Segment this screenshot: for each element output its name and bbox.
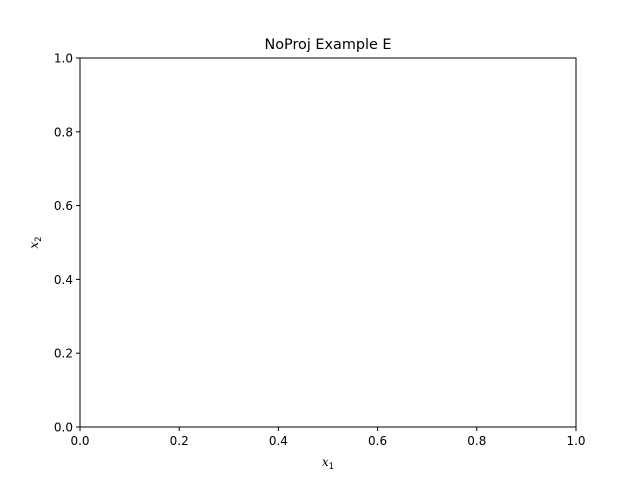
ticks: 0.0 0.2 0.4 0.6 0.8 1.0 0.0 0.2 0.4 0.6 0.8 1.0 [54, 52, 586, 449]
y-tick-label: 0.6 [54, 199, 73, 213]
y-tick-label: 0.4 [54, 273, 73, 287]
y-tick-label: 0.0 [54, 421, 73, 435]
y-tick-label: 1.0 [54, 52, 73, 66]
y-axis-label-base: x [27, 242, 41, 249]
x-tick-label: 0.2 [170, 434, 189, 448]
plot-frame [79, 57, 577, 428]
plot-area [80, 58, 576, 427]
x-axis-label-base: x [322, 455, 329, 469]
x-axis-label: x1 [322, 455, 334, 472]
y-tick-label: 0.8 [54, 125, 73, 139]
x-tick-label: 0.8 [467, 434, 486, 448]
y-tick-label: 0.2 [54, 347, 73, 361]
x-tick-label: 0.4 [269, 434, 288, 448]
y-axis-label-subscript: 2 [34, 236, 44, 241]
y-axis-label: x2 [27, 236, 44, 248]
chart-title: NoProj Example E [264, 37, 391, 53]
x-tick-label: 0.0 [70, 434, 89, 448]
x-tick-label: 0.6 [368, 434, 387, 448]
x-axis-label-subscript: 1 [329, 462, 334, 472]
x-tick-label: 1.0 [566, 434, 585, 448]
